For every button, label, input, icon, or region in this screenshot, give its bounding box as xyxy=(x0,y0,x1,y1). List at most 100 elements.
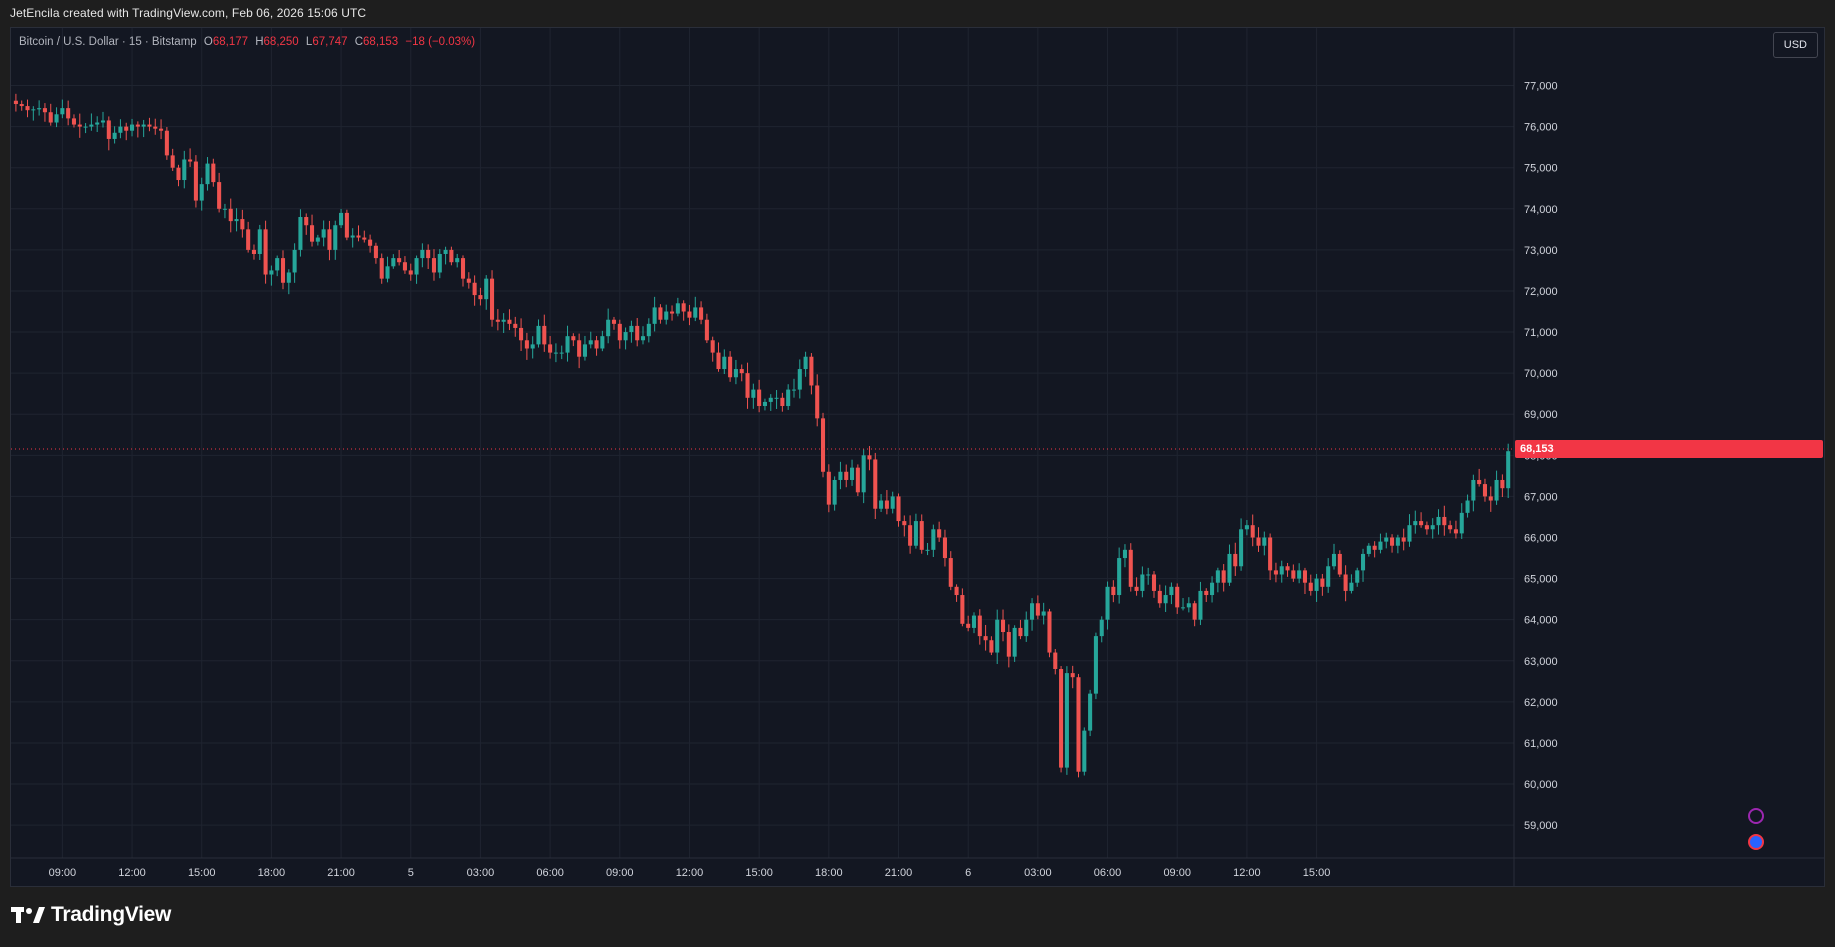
candle-body xyxy=(251,249,257,254)
last-price-label: 68,153 xyxy=(1515,440,1823,459)
change-value: −18 (−0.03%) xyxy=(405,36,476,48)
candle-body xyxy=(1180,607,1186,609)
candle-body xyxy=(304,217,309,226)
candle-body xyxy=(768,397,773,402)
candle-body xyxy=(1448,525,1453,530)
candle-body xyxy=(257,229,262,254)
y-tick-label: 73,000 xyxy=(1524,245,1558,257)
candle-body xyxy=(1459,512,1464,534)
open-label: O xyxy=(203,36,213,48)
candle-body xyxy=(495,319,500,322)
symbol-name: Bitcoin / U.S. Dollar · 15 · Bitstamp xyxy=(19,36,197,48)
candle-body xyxy=(1175,586,1180,608)
candle-body xyxy=(164,130,169,156)
candle-body xyxy=(1453,529,1458,534)
candle-body xyxy=(1041,611,1046,616)
candle-body xyxy=(774,397,779,399)
candle-body xyxy=(519,327,524,341)
candle-body xyxy=(919,521,924,550)
candle-body xyxy=(1279,566,1284,575)
y-tick-label: 65,000 xyxy=(1524,574,1558,586)
candle-body xyxy=(681,303,686,312)
y-tick-label: 64,000 xyxy=(1524,615,1558,627)
candle-body xyxy=(559,352,564,354)
candle-body xyxy=(269,270,274,275)
currency-button[interactable]: USD xyxy=(1772,32,1818,58)
candle-body xyxy=(141,124,146,127)
flag-icon[interactable] xyxy=(1748,834,1764,850)
candle-body xyxy=(159,128,164,131)
candle-body xyxy=(1146,574,1151,576)
candle-body xyxy=(222,208,227,210)
candle-body xyxy=(37,108,42,110)
candle-body xyxy=(913,521,918,546)
candle-body xyxy=(1349,582,1354,591)
candle-body xyxy=(176,167,181,181)
candle-body xyxy=(1198,590,1203,620)
candle-body xyxy=(275,258,280,271)
y-tick-label: 59,000 xyxy=(1524,820,1558,832)
candle-body xyxy=(629,325,634,333)
x-tick-label: 06:00 xyxy=(536,867,564,879)
candle-body xyxy=(1500,479,1505,489)
x-tick-label: 5 xyxy=(408,867,414,879)
candle-body xyxy=(617,323,622,341)
close-label: C xyxy=(354,36,364,48)
candle-body xyxy=(1233,553,1238,567)
candle-body xyxy=(1390,537,1395,546)
candle-body xyxy=(71,118,77,125)
candle-body xyxy=(246,229,251,250)
tradingview-brand[interactable]: TradingView xyxy=(11,903,171,927)
candle-body xyxy=(397,258,402,263)
low-value: 67,747 xyxy=(312,36,348,48)
candle-body xyxy=(1343,574,1348,591)
candle-body xyxy=(553,352,558,354)
candle-body xyxy=(1210,582,1215,596)
candle-body xyxy=(147,124,152,127)
candle-body xyxy=(873,459,878,509)
candle-body xyxy=(640,336,646,341)
candle-body xyxy=(786,389,791,407)
candle-body xyxy=(507,319,512,324)
candle-body xyxy=(31,109,36,111)
x-tick-label: 15:00 xyxy=(188,867,216,879)
candle-body xyxy=(948,558,953,587)
spark-icon[interactable] xyxy=(1748,808,1764,824)
candle-body xyxy=(1256,537,1261,546)
x-tick-label: 09:00 xyxy=(606,867,634,879)
candle-body xyxy=(855,467,860,493)
x-tick-label: 12:00 xyxy=(1233,867,1261,879)
candle-body xyxy=(321,229,326,238)
candle-body xyxy=(1204,590,1209,596)
candle-body xyxy=(1378,541,1383,550)
candle-body xyxy=(832,479,837,505)
y-tick-label: 62,000 xyxy=(1524,697,1558,709)
candle-body xyxy=(414,258,419,275)
candle-body xyxy=(298,217,303,250)
y-tick-label: 75,000 xyxy=(1524,163,1558,175)
candle-body xyxy=(460,258,466,279)
y-tick-label: 72,000 xyxy=(1524,286,1558,298)
candle-body xyxy=(739,369,744,374)
candle-body xyxy=(722,356,727,370)
candle-body xyxy=(1360,553,1366,571)
candle-body xyxy=(925,549,930,551)
chart-panel[interactable]: 59,000 60,000 61,000 62,000 63,000 64,000 65,0… xyxy=(10,27,1825,887)
candle-body xyxy=(501,319,506,322)
candle-body xyxy=(466,278,471,283)
candle-body xyxy=(1465,500,1470,513)
candle-body xyxy=(118,126,123,133)
y-tick-label: 77,000 xyxy=(1524,81,1558,93)
high-value: 68,250 xyxy=(263,36,299,48)
candle-body xyxy=(966,623,971,628)
candle-body xyxy=(594,340,599,349)
candle-body xyxy=(379,258,384,279)
candle-body xyxy=(205,163,210,185)
candle-body xyxy=(19,104,24,107)
x-tick-label: 03:00 xyxy=(1024,867,1052,879)
x-tick-label: 15:00 xyxy=(745,867,773,879)
candle-body xyxy=(100,120,106,123)
candle-body xyxy=(902,521,907,526)
candle-body xyxy=(983,636,988,641)
attribution-text: JetEncila created with TradingView.com, … xyxy=(10,6,367,20)
